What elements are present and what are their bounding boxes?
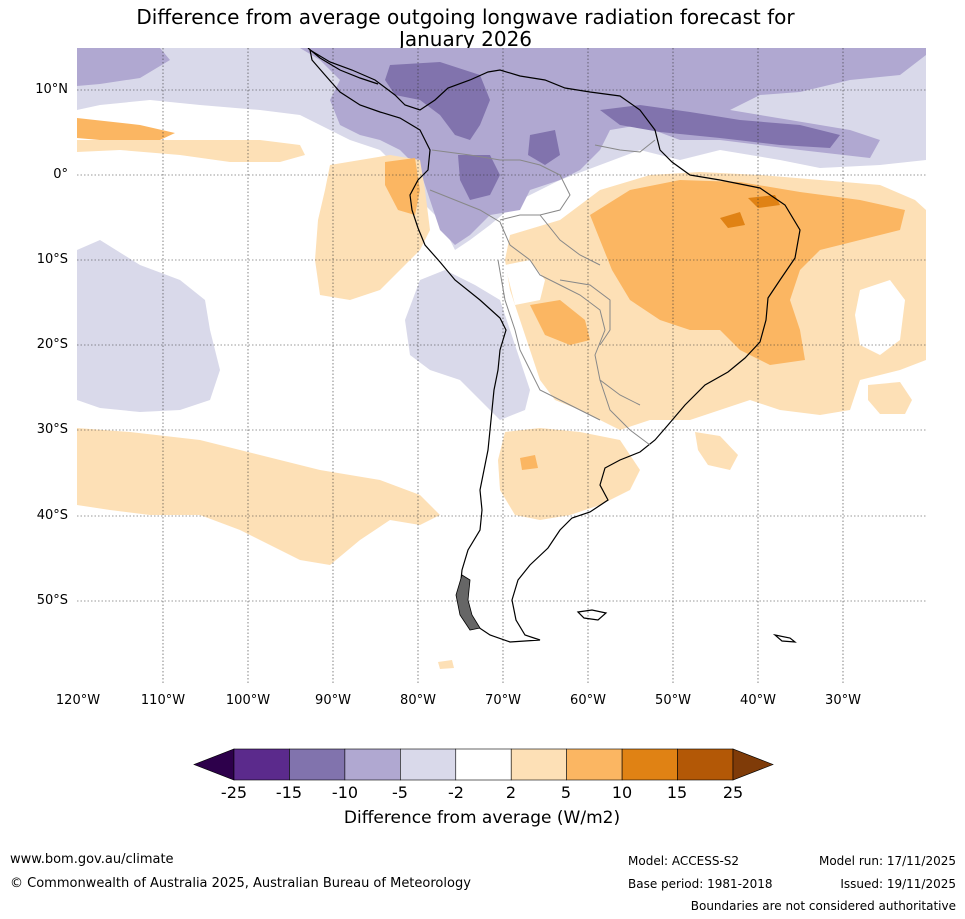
colorbar-segment [455,748,512,781]
anomaly-patch-darkorange-2 [748,195,780,208]
colorbar-segment [233,748,290,781]
lat-label-40s: 40°S [36,508,68,523]
anomaly-band-north-mid [77,48,926,245]
colorbar-segment [566,748,623,781]
colorbar-tick: 5 [560,783,572,802]
anomaly-band-west-pacific [77,240,220,412]
chilean-archipelago [455,574,481,631]
lon-label-110w: 110°W [140,693,186,708]
lon-label-40w: 40°W [740,693,776,708]
colorbar-label: Difference from average (W/m2) [343,808,621,828]
anomaly-band-coastal [405,270,530,420]
lon-label-70w: 70°W [485,693,521,708]
lon-label-80w: 80°W [400,693,436,708]
lat-label-30s: 30°S [36,422,68,437]
lon-label-100w: 100°W [225,693,271,708]
colorbar-tick: 25 [722,783,744,802]
anomaly-patch-dark-3 [528,130,560,165]
anomaly-patch-bolivia [530,300,590,345]
anomaly-patch-argentina-mid [520,455,538,470]
website-link[interactable]: www.bom.gov.au/climate [10,852,174,867]
falkland-islands [576,609,608,621]
colorbar-tick: 2 [505,783,517,802]
south-georgia [772,633,797,643]
lat-label-10s: 10°S [36,252,68,267]
model-name: Model: ACCESS-S2 [628,854,740,868]
colorbar-segment [289,748,346,781]
lat-label-0: 0° [53,167,68,182]
anomaly-patch-orange-west-mid [77,118,175,140]
lon-label-90w: 90°W [315,693,351,708]
colorbar-tick: 10 [611,783,633,802]
chart-title-line1: Difference from average outgoing longwav… [136,5,795,29]
colorbar-arrow-low [193,748,235,781]
anomaly-patch-south-small [438,660,454,669]
anomaly-region-south-pacific [77,428,440,565]
anomaly-gap-1 [855,280,905,355]
lon-label-30w: 30°W [825,693,861,708]
anomaly-gap-2 [505,260,545,305]
lat-label-50s: 50°S [36,593,68,608]
south-america-coastline [309,48,801,643]
colorbar-tick: -2 [448,783,464,802]
copyright: © Commonwealth of Australia 2025, Austra… [10,876,471,891]
central-america-coastline [307,48,379,85]
lon-label-120w: 120°W [55,693,101,708]
colorbar-segment [344,748,401,781]
colorbar-segment [400,748,457,781]
model-run: Model run: 17/11/2025 [818,854,956,868]
anomaly-patch-darkorange-1 [720,212,745,228]
colorbar-arrow-high [732,748,774,781]
lon-label-50w: 50°W [655,693,691,708]
anomaly-patch-dark-4 [458,155,500,200]
boundaries-disclaimer: Boundaries are not considered authoritat… [690,899,956,913]
colorbar-segment [510,748,567,781]
anomaly-patch-dark-1 [385,62,490,140]
lat-label-10n: 10°N [35,82,68,97]
base-period: Base period: 1981-2018 [628,877,773,891]
anomaly-patch-dark-2 [600,105,840,148]
colorbar-tick: -10 [331,783,359,802]
colorbar-tick: -25 [220,783,248,802]
colorbar-tick: 15 [666,783,688,802]
anomaly-region-brazil-mid [590,180,905,365]
lat-label-20s: 20°S [36,337,68,352]
colorbar-tick: -5 [392,783,408,802]
country-borders [429,139,656,446]
colorbar-segment [677,748,734,781]
lon-label-60w: 60°W [570,693,606,708]
colorbar-tick: -15 [275,783,303,802]
graticule [77,48,926,685]
anomaly-patch-uruguay-sea [695,432,738,470]
anomaly-region-argentina [498,428,640,520]
issued-date: Issued: 19/11/2025 [840,877,956,891]
colorbar-segment [621,748,678,781]
chart-title-line2: January 2026 [398,27,533,51]
anomaly-patch-east-atlantic [868,382,912,414]
